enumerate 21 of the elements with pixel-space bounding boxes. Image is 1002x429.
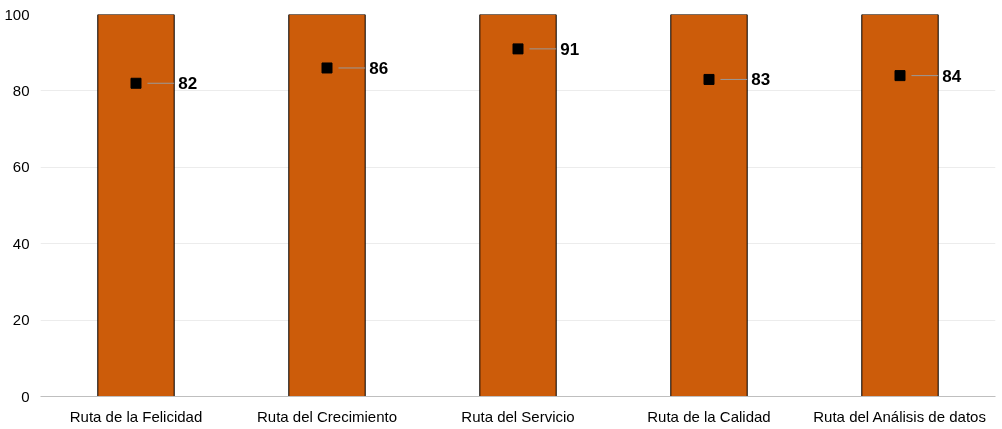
y-tick-label: 80 bbox=[12, 81, 30, 99]
data-label: 84 bbox=[942, 66, 962, 86]
point bbox=[703, 73, 715, 85]
x-tick-label: Ruta de la Felicidad bbox=[69, 407, 203, 425]
y-tick-label: 40 bbox=[12, 234, 30, 252]
x-tick-label: Ruta del Crecimiento bbox=[256, 407, 398, 425]
data-label: 83 bbox=[751, 70, 771, 90]
data-label: 86 bbox=[369, 58, 389, 78]
data-label: 82 bbox=[178, 74, 198, 94]
y-tick-label: 60 bbox=[12, 158, 30, 176]
point bbox=[894, 70, 906, 82]
x-tick-label: Ruta del Servicio bbox=[461, 407, 575, 425]
x-tick-label: Ruta de la Calidad bbox=[647, 407, 771, 425]
y-tick-label: 20 bbox=[12, 311, 30, 329]
x-tick-label: Ruta del Análisis de datos bbox=[813, 407, 986, 425]
point bbox=[512, 43, 524, 55]
y-tick-label: 0 bbox=[21, 387, 30, 405]
data-label: 91 bbox=[560, 39, 580, 59]
point bbox=[321, 62, 333, 74]
y-tick-label: 100 bbox=[4, 5, 30, 23]
point bbox=[130, 77, 142, 89]
